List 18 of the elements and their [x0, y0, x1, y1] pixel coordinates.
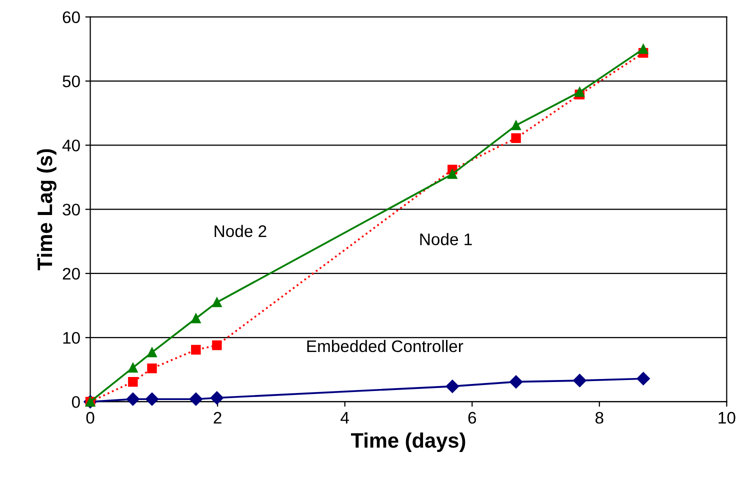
y-tick-label: 0: [72, 396, 80, 408]
x-tick-label: 0: [86, 412, 94, 424]
y-tick-label: 60: [62, 11, 80, 24]
y-tick-label: 20: [62, 268, 80, 280]
x-tick-label: 8: [595, 412, 604, 424]
y-axis-title: Time Lag (s): [36, 149, 56, 270]
x-tick-label: 10: [718, 412, 736, 424]
y-tick-label: 40: [62, 140, 80, 152]
series-label: Node 1: [420, 232, 472, 246]
text: Node 2: [214, 224, 266, 238]
y-tick-label: 50: [62, 75, 80, 88]
series-label: Embedded Controller: [307, 340, 464, 352]
y-tick-label: 30: [62, 204, 80, 216]
x-tick-label: 6: [468, 412, 476, 424]
x-tick-label: 2: [214, 412, 222, 424]
x-axis-title: Time (days): [351, 432, 466, 452]
x-tick-label: 4: [340, 412, 349, 424]
y-tick-label: 10: [63, 332, 80, 344]
